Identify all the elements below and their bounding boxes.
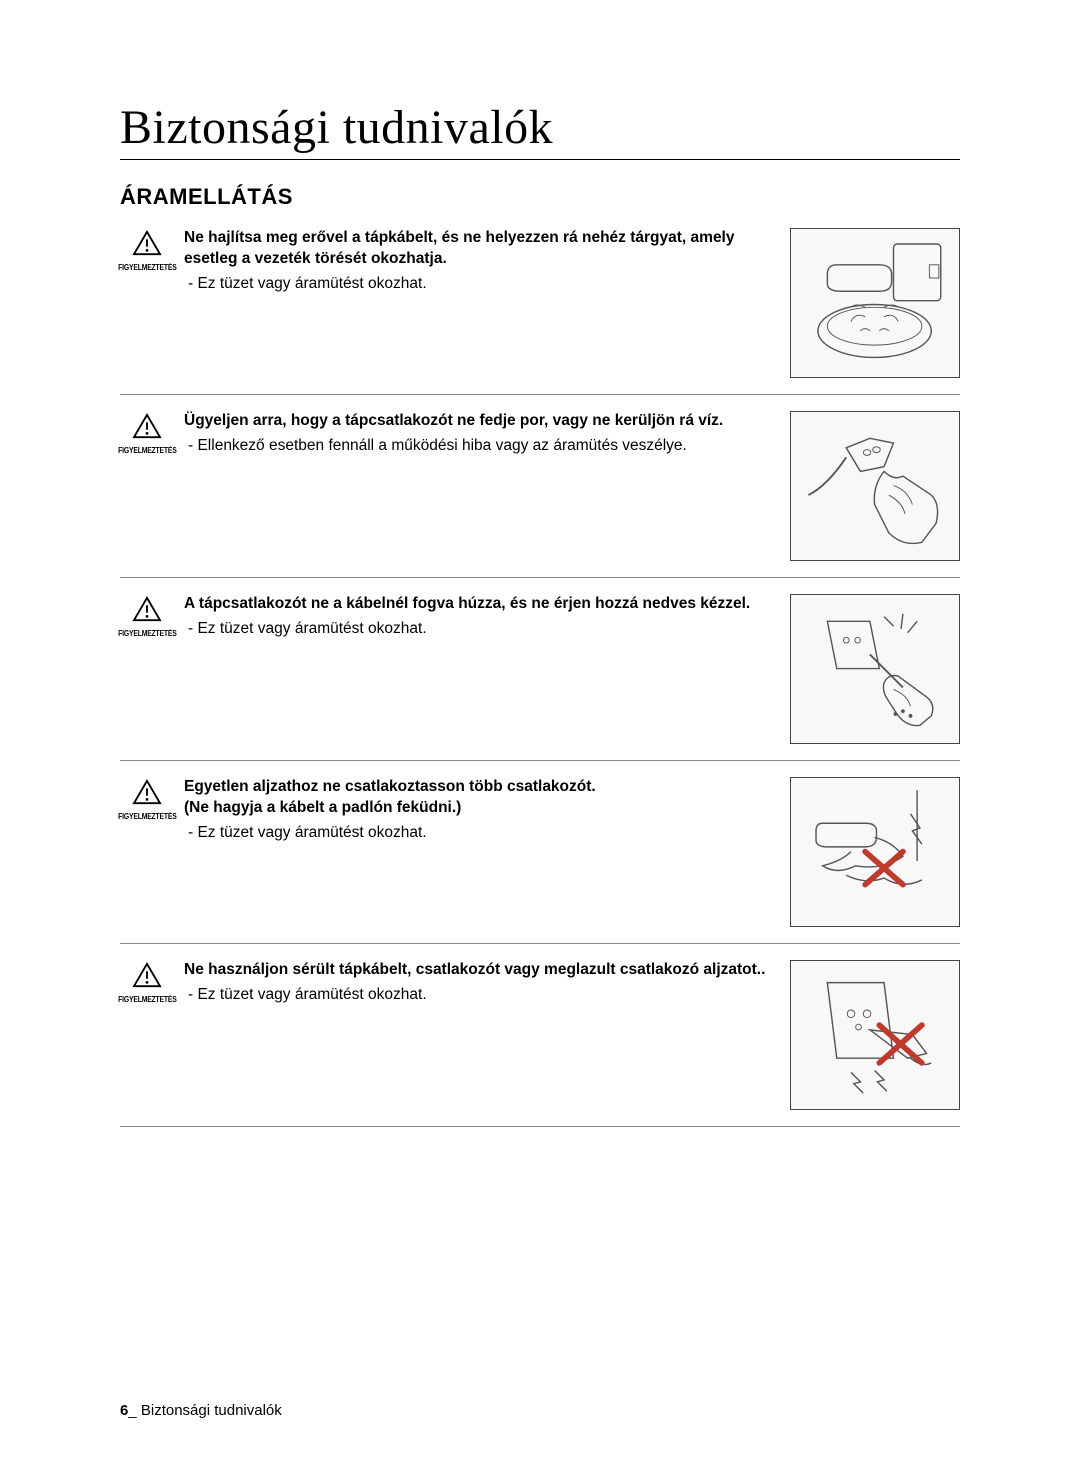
warning-icon-column: FIGYELMEZTETÉS [120, 228, 174, 272]
warning-icon-label: FIGYELMEZTETÉS [118, 263, 176, 272]
warning-illustration [790, 777, 960, 927]
warning-icon-label: FIGYELMEZTETÉS [118, 629, 176, 638]
warning-icon-label: FIGYELMEZTETÉS [118, 995, 176, 1004]
warning-detail: - Ellenkező esetben fennáll a működési h… [184, 436, 768, 457]
page-footer: 6_ Biztonsági tudnivalók [120, 1402, 282, 1419]
warning-detail: - Ez tüzet vagy áramütést okozhat. [184, 823, 768, 844]
warning-detail: - Ez tüzet vagy áramütést okozhat. [184, 985, 768, 1006]
warning-triangle-icon [132, 230, 162, 261]
warning-block: FIGYELMEZTETÉS A tápcsatlakozót ne a káb… [120, 594, 960, 761]
warning-triangle-icon [132, 413, 162, 444]
warning-bold: Ne hajlítsa meg erővel a tápkábelt, és n… [184, 228, 768, 270]
warning-triangle-icon [132, 962, 162, 993]
warning-bold: Egyetlen aljzathoz ne csatlakoztasson tö… [184, 777, 768, 819]
warning-text: Ne hajlítsa meg erővel a tápkábelt, és n… [184, 228, 780, 295]
warning-bold: Ügyeljen arra, hogy a tápcsatlakozót ne … [184, 411, 768, 432]
warning-illustration [790, 594, 960, 744]
warning-detail: - Ez tüzet vagy áramütést okozhat. [184, 619, 768, 640]
footer-sep: _ [128, 1402, 141, 1419]
warning-text: A tápcsatlakozót ne a kábelnél fogva húz… [184, 594, 780, 640]
warning-block: FIGYELMEZTETÉS Ne használjon sérült tápk… [120, 960, 960, 1127]
warning-block: FIGYELMEZTETÉS Ne hajlítsa meg erővel a … [120, 228, 960, 395]
warning-icon-label: FIGYELMEZTETÉS [118, 812, 176, 821]
warning-icon-column: FIGYELMEZTETÉS [120, 777, 174, 821]
warning-triangle-icon [132, 596, 162, 627]
warning-text: Ügyeljen arra, hogy a tápcsatlakozót ne … [184, 411, 780, 457]
warning-block: FIGYELMEZTETÉS Egyetlen aljzathoz ne csa… [120, 777, 960, 944]
warning-illustration [790, 411, 960, 561]
footer-text: Biztonsági tudnivalók [141, 1402, 282, 1419]
warning-detail: - Ez tüzet vagy áramütést okozhat. [184, 274, 768, 295]
warning-icon-column: FIGYELMEZTETÉS [120, 960, 174, 1004]
warning-block: FIGYELMEZTETÉS Ügyeljen arra, hogy a táp… [120, 411, 960, 578]
warning-text: Ne használjon sérült tápkábelt, csatlako… [184, 960, 780, 1006]
warning-text: Egyetlen aljzathoz ne csatlakoztasson tö… [184, 777, 780, 844]
warning-illustration [790, 960, 960, 1110]
warning-bold: Ne használjon sérült tápkábelt, csatlako… [184, 960, 768, 981]
warning-icon-column: FIGYELMEZTETÉS [120, 411, 174, 455]
warning-icon-label: FIGYELMEZTETÉS [118, 446, 176, 455]
warning-illustration [790, 228, 960, 378]
page-title: Biztonsági tudnivalók [120, 100, 960, 160]
warning-icon-column: FIGYELMEZTETÉS [120, 594, 174, 638]
warning-bold: A tápcsatlakozót ne a kábelnél fogva húz… [184, 594, 768, 615]
warning-triangle-icon [132, 779, 162, 810]
section-heading: ÁRAMELLÁTÁS [120, 184, 960, 210]
